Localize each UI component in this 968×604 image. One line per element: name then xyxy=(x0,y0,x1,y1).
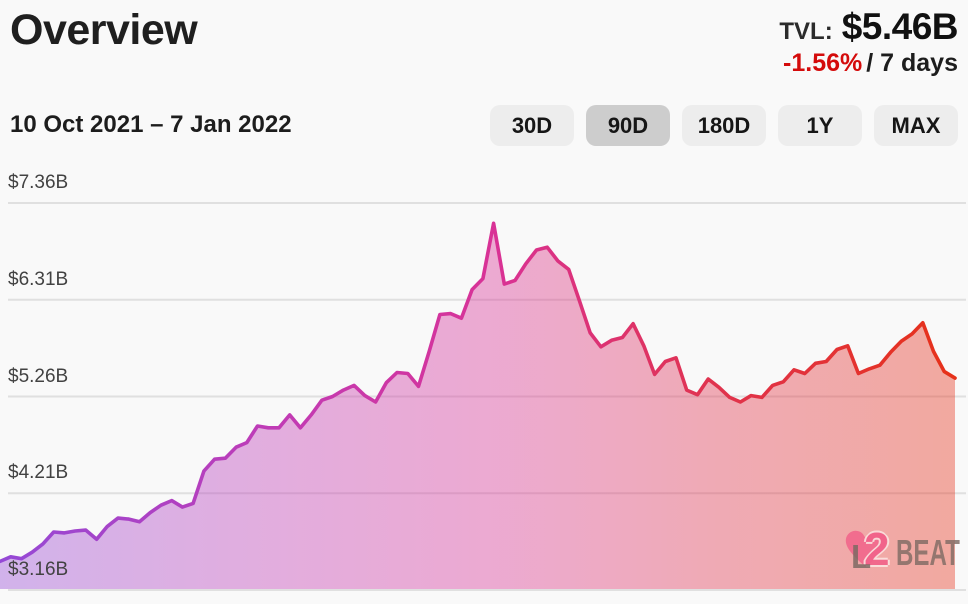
range-button-30d[interactable]: 30D xyxy=(490,105,574,146)
date-range-label: 10 Oct 2021 – 7 Jan 2022 xyxy=(10,111,292,138)
logo-digit-2: 2 xyxy=(864,523,890,575)
tvl-value: $5.46B xyxy=(841,6,959,47)
tvl-change-period: / 7 days xyxy=(866,49,958,77)
page-title: Overview xyxy=(10,6,198,54)
tvl-area-fill xyxy=(0,223,955,590)
range-button-90d[interactable]: 90D xyxy=(586,105,670,146)
l2beat-logo: 2 L BEAT xyxy=(842,518,962,584)
time-range-selector: 30D 90D 180D 1Y MAX xyxy=(490,105,958,146)
heart-icon xyxy=(845,530,887,568)
range-button-180d[interactable]: 180D xyxy=(682,105,766,146)
tvl-summary: TVL: $5.46B -1.56%/ 7 days xyxy=(779,6,958,78)
range-button-max[interactable]: MAX xyxy=(874,105,958,146)
logo-beat-text: BEAT xyxy=(896,532,960,573)
logo-letter-l: L xyxy=(851,538,872,575)
tvl-label: TVL: xyxy=(779,18,833,45)
range-button-1y[interactable]: 1Y xyxy=(778,105,862,146)
tvl-change-percent: -1.56% xyxy=(783,49,863,77)
tvl-line xyxy=(0,221,957,564)
